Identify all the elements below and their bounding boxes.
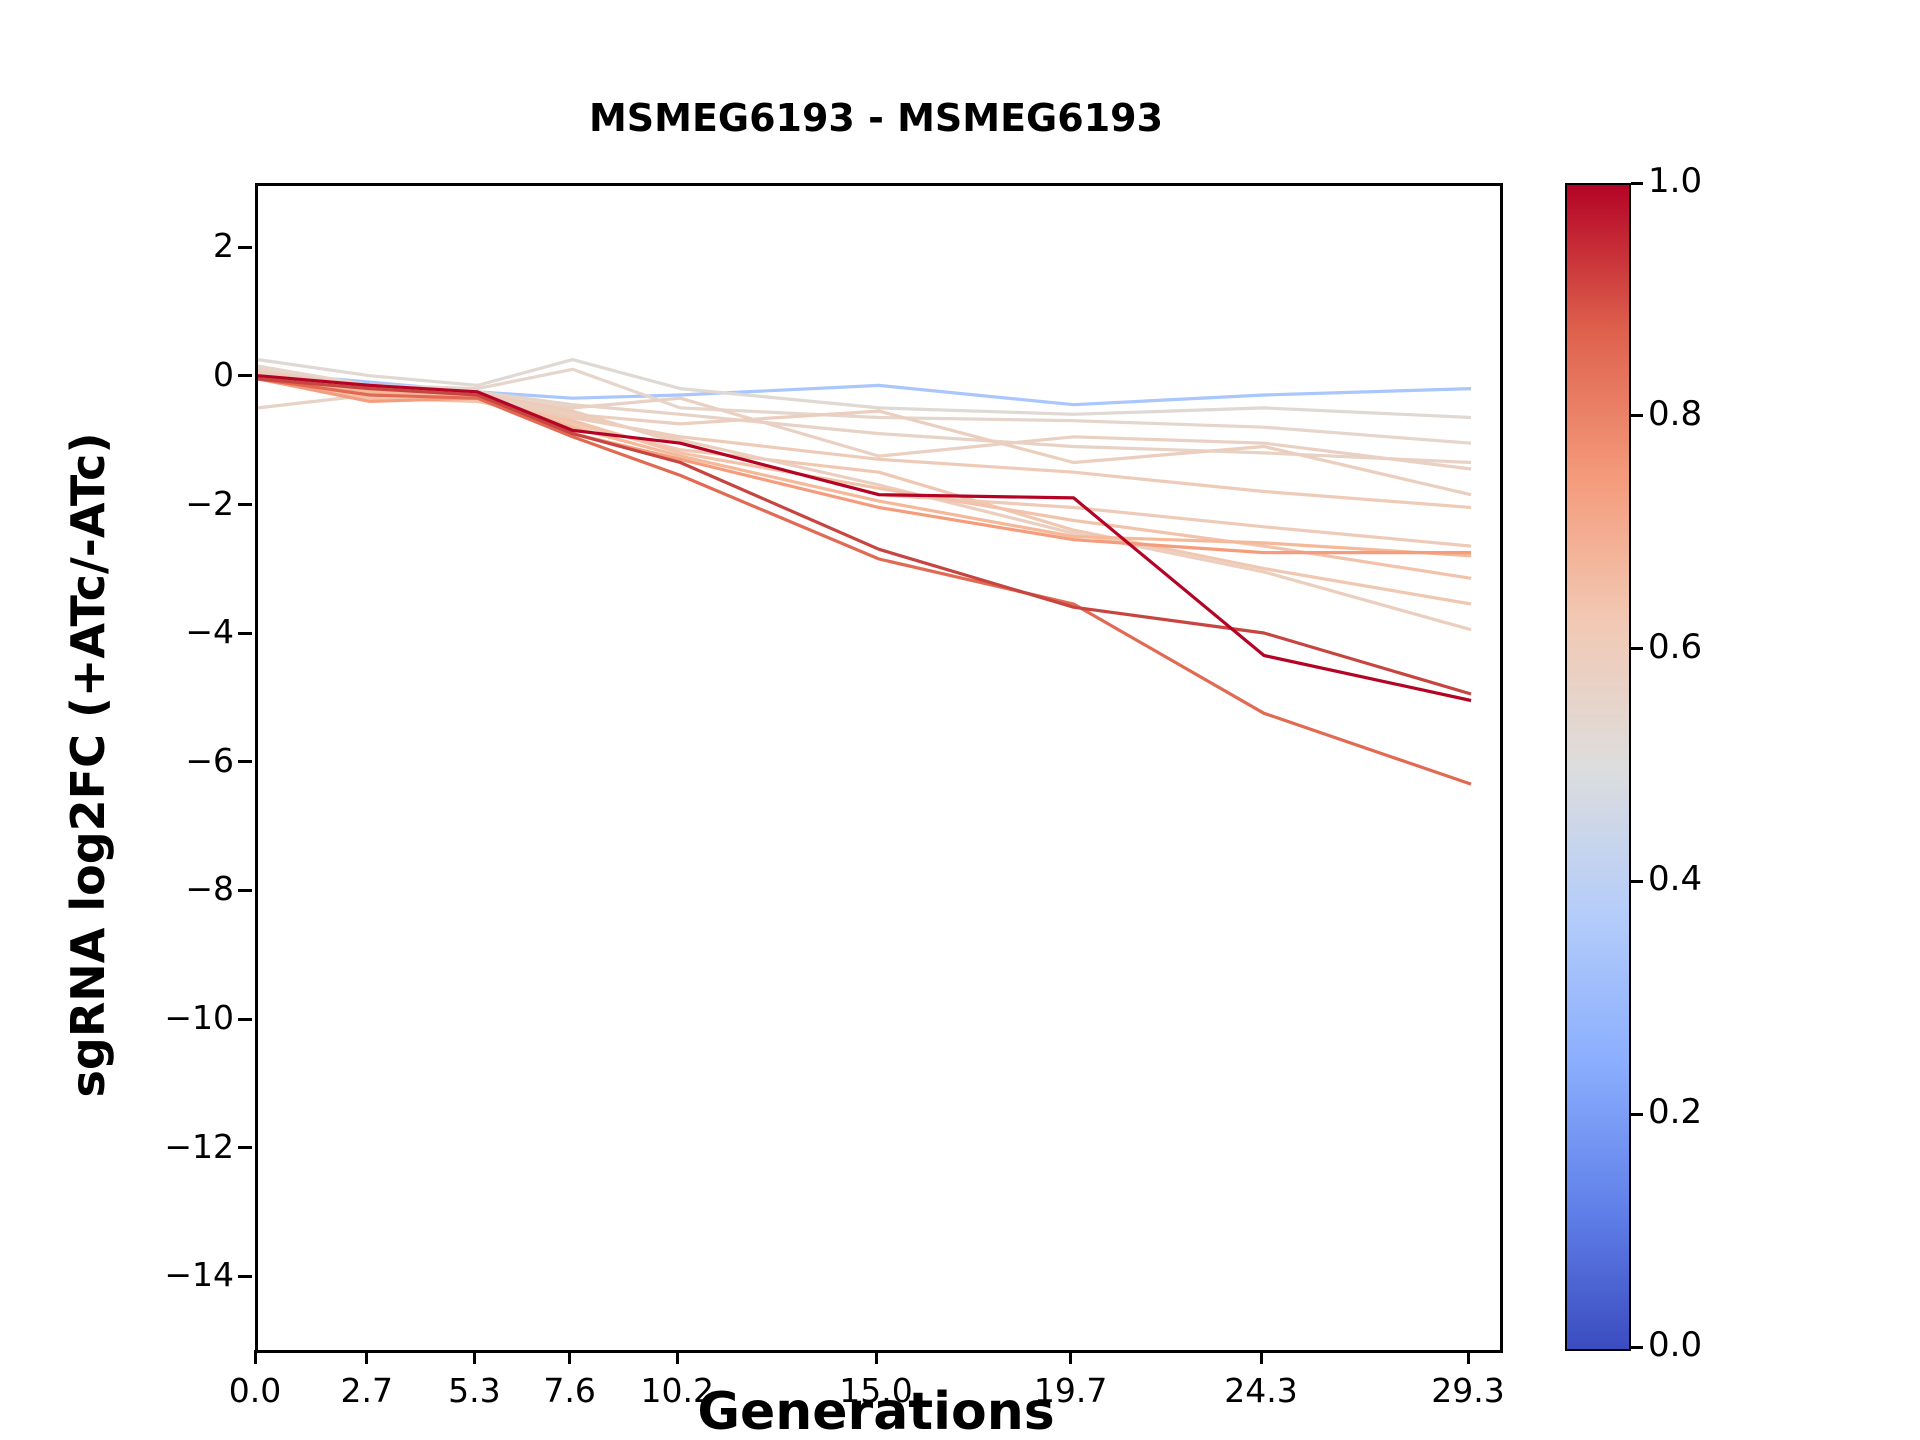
series-line — [258, 377, 1472, 786]
y-tick-mark — [238, 245, 252, 249]
series-line — [258, 358, 1472, 420]
x-tick-label: 10.2 — [640, 1371, 715, 1410]
x-tick-mark — [1466, 1350, 1470, 1364]
x-tick-label: 5.3 — [448, 1371, 501, 1410]
x-tick-label: 15.0 — [839, 1371, 913, 1410]
x-tick-mark — [472, 1350, 476, 1364]
x-tick-mark — [568, 1350, 572, 1364]
chart-title: MSMEG6193 - MSMEG6193 — [588, 96, 1164, 140]
y-tick-label: −4 — [185, 612, 234, 652]
colorbar-tick-label: 0.0 — [1648, 1325, 1703, 1365]
y-tick-label: −12 — [164, 1126, 234, 1166]
y-tick-label: −6 — [185, 740, 234, 780]
series-line — [258, 374, 1472, 558]
y-tick-mark — [238, 503, 252, 507]
x-tick-label: 19.7 — [1033, 1371, 1108, 1410]
chart-canvas — [258, 358, 1472, 786]
x-tick-mark — [874, 1350, 878, 1364]
x-tick-mark — [365, 1350, 369, 1364]
y-tick-label: −10 — [164, 998, 234, 1038]
x-tick-label: 24.3 — [1224, 1371, 1298, 1410]
colorbar-tick-label: 0.4 — [1648, 859, 1703, 900]
x-tick-label: 7.6 — [543, 1371, 596, 1410]
y-tick-mark — [238, 1017, 252, 1021]
colorbar — [1565, 183, 1631, 1351]
colorbar-tick-mark — [1631, 414, 1643, 418]
y-tick-mark — [238, 631, 252, 635]
y-tick-label: 0 — [213, 354, 234, 394]
y-tick-label: −8 — [185, 869, 234, 909]
colorbar-tick-label: 0.8 — [1648, 393, 1703, 434]
colorbar-tick-mark — [1631, 1112, 1643, 1116]
y-tick-mark — [238, 1146, 252, 1150]
plot-area — [255, 183, 1503, 1353]
series-line — [258, 374, 1472, 703]
y-tick-mark — [238, 374, 252, 378]
x-axis-label: Generations — [697, 1382, 1055, 1440]
y-tick-label: −2 — [185, 483, 234, 523]
colorbar-tick-mark — [1631, 1345, 1643, 1349]
x-tick-mark — [675, 1350, 679, 1364]
x-tick-label: 29.3 — [1431, 1371, 1505, 1410]
colorbar-tick-mark — [1631, 181, 1643, 185]
series-line — [258, 377, 1471, 555]
colorbar-tick-mark — [1631, 879, 1643, 883]
x-tick-mark — [1069, 1350, 1073, 1364]
x-tick-mark — [253, 1350, 257, 1364]
colorbar-tick-mark — [1631, 647, 1643, 651]
colorbar-gradient — [1567, 185, 1629, 1349]
y-tick-mark — [238, 760, 252, 764]
x-tick-label: 2.7 — [340, 1371, 394, 1410]
colorbar-tick-label: 0.2 — [1648, 1092, 1703, 1133]
colorbar-tick-label: 1.0 — [1648, 161, 1703, 201]
y-tick-label: 2 — [213, 226, 234, 266]
y-tick-mark — [238, 888, 252, 892]
y-tick-mark — [238, 1274, 252, 1278]
series-line — [258, 377, 1472, 696]
colorbar-tick-label: 0.6 — [1648, 626, 1703, 667]
x-tick-label: 0.0 — [228, 1371, 282, 1410]
y-tick-label: −14 — [164, 1255, 234, 1295]
x-tick-mark — [1259, 1350, 1263, 1364]
